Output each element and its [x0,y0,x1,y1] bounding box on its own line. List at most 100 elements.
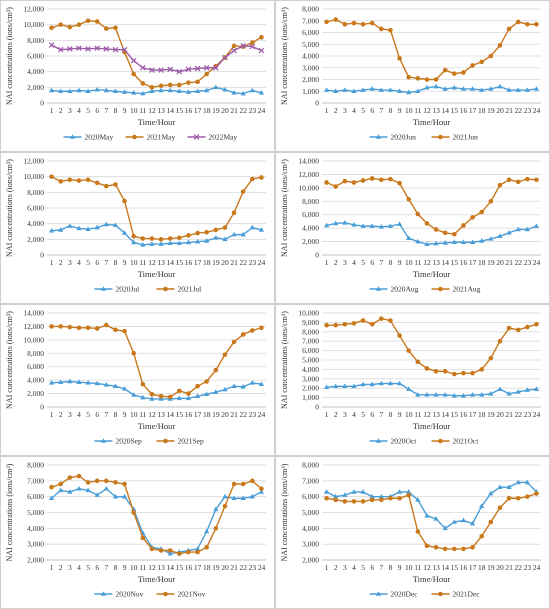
data-point [515,495,521,501]
data-point [525,494,530,499]
y-axis-title: NAI concentrations (ions/cm³) [5,311,14,409]
data-point [122,328,127,334]
data-point [112,88,119,94]
x-tick-label: 5 [86,563,90,572]
data-point [369,493,375,499]
legend-label: 2020Aug [391,285,419,294]
x-tick-label: 24 [533,410,541,419]
x-tick-label: 12 [423,563,431,572]
x-tick-label: 6 [370,106,374,115]
data-point [149,85,155,90]
x-tick-label: 12 [148,410,156,419]
data-point [167,87,173,93]
data-point [488,86,494,91]
x-axis-title: Time/Hour [413,421,451,431]
data-point [85,380,91,385]
data-point [67,475,73,480]
data-point [451,392,457,398]
data-point [94,180,100,186]
chart-panel-sep: 0 2,000 4,000 6,000 8,000 10,000 12,000 14,000 1… [0,304,275,456]
data-point [460,517,467,523]
x-tick-label: 18 [203,410,211,419]
x-tick-label: 6 [95,563,99,572]
x-tick-label: 17 [469,106,477,115]
data-point [424,543,430,549]
data-point [469,391,476,397]
data-point [177,551,182,556]
x-tick-label: 4 [352,106,356,115]
x-tick-label: 16 [185,258,193,267]
data-point [240,231,246,237]
data-point [121,493,128,499]
data-point [525,21,530,27]
data-point [48,380,55,385]
data-point [158,237,164,242]
data-point [158,83,164,89]
data-point [85,325,91,331]
data-point [323,384,330,390]
legend-label: 2021Sep [178,437,205,446]
x-tick-label: 9 [123,410,127,419]
series-line-2021Jun [326,18,537,81]
data-point [222,352,228,357]
data-point [103,221,109,227]
data-point [158,241,164,246]
data-point [524,87,530,92]
data-point [378,87,384,92]
x-tick-label: 23 [249,106,257,115]
y-tick-label: 5,000 [27,508,44,517]
data-point [461,223,466,228]
data-point [76,225,82,231]
y-tick-label: 8,000 [27,188,44,197]
x-tick-label: 6 [370,410,374,419]
x-tick-label: 2 [59,258,63,267]
data-point [506,325,512,331]
data-point [406,196,411,202]
data-point [231,43,237,49]
legend-label: 2021May [147,133,176,142]
y-tick-label: 7,000 [27,476,44,485]
data-point [204,87,210,93]
x-tick-label: 6 [370,258,374,267]
x-tick-label: 17 [194,563,202,572]
x-tick-label: 14 [441,258,449,267]
data-point [460,392,467,398]
x-tick-label: 23 [524,410,532,419]
data-point [76,22,82,27]
data-point [94,478,100,484]
x-tick-label: 16 [185,563,193,572]
data-point [130,57,137,64]
x-tick-label: 13 [157,258,165,267]
data-point [140,242,146,247]
data-point [85,46,91,52]
x-tick-label: 4 [77,258,81,267]
data-point [369,381,375,387]
x-tick-label: 23 [524,258,532,267]
data-point [140,381,146,387]
data-point [378,224,384,229]
data-point [149,88,155,94]
data-point [533,223,540,228]
data-point [149,391,155,397]
data-point [131,510,136,515]
x-tick-label: 2 [59,410,63,419]
y-tick-label: 10,000 [23,335,44,344]
data-point [396,221,403,226]
x-tick-label: 17 [194,410,202,419]
data-point [149,241,155,246]
x-tick-label: 13 [157,106,165,115]
data-point [194,238,201,244]
data-point [49,174,54,179]
y-tick-label: 0 [315,251,319,260]
y-tick-label: 7,000 [302,476,319,485]
x-tick-label: 3 [68,258,72,267]
x-axis-title: Time/Hour [413,269,451,279]
y-tick-label: 1,000 [302,87,319,96]
data-point [186,391,191,396]
data-point [506,391,512,396]
x-tick-label: 14 [166,563,174,572]
y-tick-label: 3,000 [302,374,319,383]
x-axis-title: Time/Hour [138,574,176,584]
data-point [461,546,466,552]
data-point [323,222,330,228]
